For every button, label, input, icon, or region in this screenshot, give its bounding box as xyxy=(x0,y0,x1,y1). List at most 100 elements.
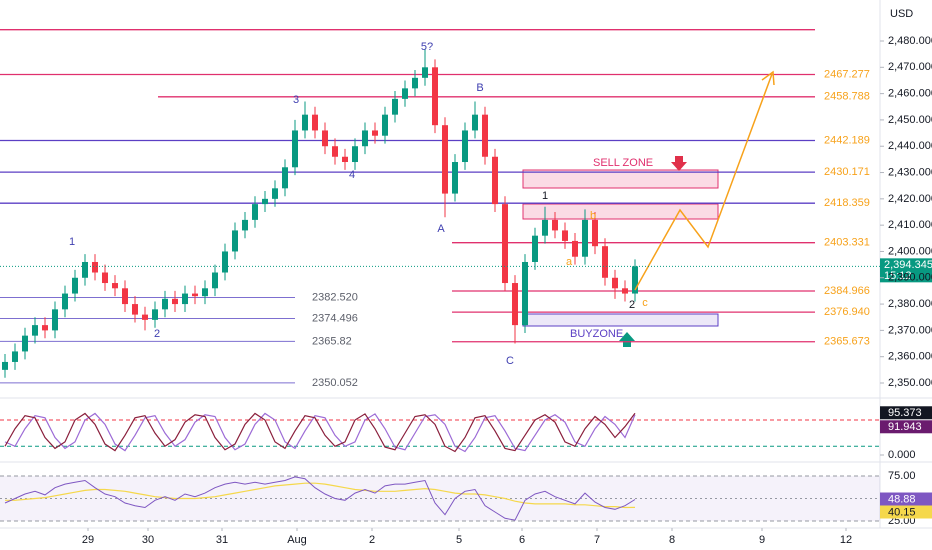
candle-body xyxy=(332,146,338,157)
candle-body xyxy=(162,298,168,310)
x-tick-label: Aug xyxy=(287,534,307,546)
level-label: 2458.788 xyxy=(824,91,870,103)
sell-zone-label: SELL ZONE xyxy=(593,157,653,169)
buy-zone xyxy=(522,313,719,327)
candle-body xyxy=(542,219,548,236)
candle-body xyxy=(242,219,248,231)
wave-label: 3 xyxy=(293,94,299,106)
candle-body xyxy=(592,219,598,247)
candle-body xyxy=(132,304,138,315)
candle-body xyxy=(112,283,118,289)
down-arrow xyxy=(671,156,687,171)
price-badge xyxy=(880,258,932,283)
wave-label: B xyxy=(476,82,483,94)
rsi-line xyxy=(4,476,636,521)
candle-body xyxy=(552,219,558,231)
level-label: 2350.052 xyxy=(312,377,358,389)
candle-body xyxy=(402,88,408,99)
candle-body xyxy=(442,125,448,194)
stoch-k-line xyxy=(4,412,636,453)
candle-body xyxy=(172,298,178,305)
y-tick-label: 2,440.000 xyxy=(888,140,932,152)
candle-body xyxy=(282,167,288,189)
level-label: 2382.520 xyxy=(312,291,358,303)
level-label: 2384.966 xyxy=(824,285,870,297)
sell-zone xyxy=(522,169,719,189)
candle-body xyxy=(152,309,158,320)
wave-label: A xyxy=(437,223,445,235)
wave-label: 1 xyxy=(542,190,548,202)
candle-body xyxy=(482,114,488,157)
y-tick-label: 2,370.000 xyxy=(888,324,932,336)
x-tick-label: 8 xyxy=(669,534,675,546)
candle-body xyxy=(622,288,628,294)
currency: USD xyxy=(890,8,913,20)
candle-body xyxy=(432,67,438,126)
level-label: 2376.940 xyxy=(824,306,870,318)
buy-zone-label: BUYZONE xyxy=(570,328,623,340)
wave-label: a xyxy=(566,256,573,268)
candle-body xyxy=(22,335,28,352)
candle-body xyxy=(452,162,458,194)
y-tick-label: 2,390.000 xyxy=(888,272,932,284)
level-label: 2403.331 xyxy=(824,237,870,249)
candle-body xyxy=(232,230,238,252)
level-label: 2442.189 xyxy=(824,134,870,146)
up-arrow xyxy=(619,332,635,347)
candle-body xyxy=(322,130,328,147)
rsi-value: 48.88 xyxy=(888,493,916,505)
candle-body xyxy=(222,251,228,273)
candle-body xyxy=(212,272,218,289)
candle-body xyxy=(82,261,88,278)
y-tick-label: 2,430.000 xyxy=(888,166,932,178)
candle-body xyxy=(382,114,388,136)
candle-body xyxy=(522,261,528,326)
candle-body xyxy=(252,204,258,220)
candle-body xyxy=(532,235,538,262)
stoch-d-line xyxy=(4,412,636,453)
candle-body xyxy=(582,219,588,257)
candle-body xyxy=(192,293,198,297)
x-tick-label: 30 xyxy=(142,534,154,546)
y-tick-label: 2,480.000 xyxy=(888,35,932,47)
x-tick-label: 7 xyxy=(594,534,600,546)
level-label: 2418.359 xyxy=(824,197,870,209)
candle-body xyxy=(52,309,58,331)
candle-body xyxy=(2,361,8,370)
resistance-box xyxy=(522,203,719,220)
candle-body xyxy=(72,277,78,294)
candle-body xyxy=(272,188,278,199)
level-label: 2467.277 xyxy=(824,68,870,80)
y-tick-label: 2,350.000 xyxy=(888,377,932,389)
rsi-ma-badge xyxy=(880,505,932,519)
candle-body xyxy=(202,288,208,297)
candle-body xyxy=(12,351,18,362)
projection-path xyxy=(634,73,773,291)
rsi-ma-value: 40.15 xyxy=(888,506,916,518)
rsi-badge xyxy=(880,492,932,506)
candle-body xyxy=(632,266,638,294)
candle-body xyxy=(412,77,418,89)
price-badge-label: 2,394.345 xyxy=(884,259,932,271)
candle-body xyxy=(142,314,148,320)
y-tick-label: 2,460.000 xyxy=(888,88,932,100)
candle-body xyxy=(92,261,98,273)
candle-body xyxy=(392,98,398,115)
candle-body xyxy=(372,130,378,136)
wave-label: 5? xyxy=(421,41,433,53)
wave-label: b xyxy=(590,210,596,222)
level-label: 2365.82 xyxy=(312,335,352,347)
candle-body xyxy=(32,325,38,336)
wave-label: 2 xyxy=(154,328,160,340)
candle-body xyxy=(102,272,108,284)
candle-body xyxy=(292,130,298,168)
x-tick-label: 5 xyxy=(456,534,462,546)
x-tick-label: 29 xyxy=(82,534,94,546)
candle-body xyxy=(612,277,618,289)
candle-body xyxy=(42,325,48,331)
projection-arrowhead xyxy=(761,70,775,86)
wave-label: C xyxy=(506,355,514,367)
stoch-k-value: 95.373 xyxy=(888,407,922,419)
